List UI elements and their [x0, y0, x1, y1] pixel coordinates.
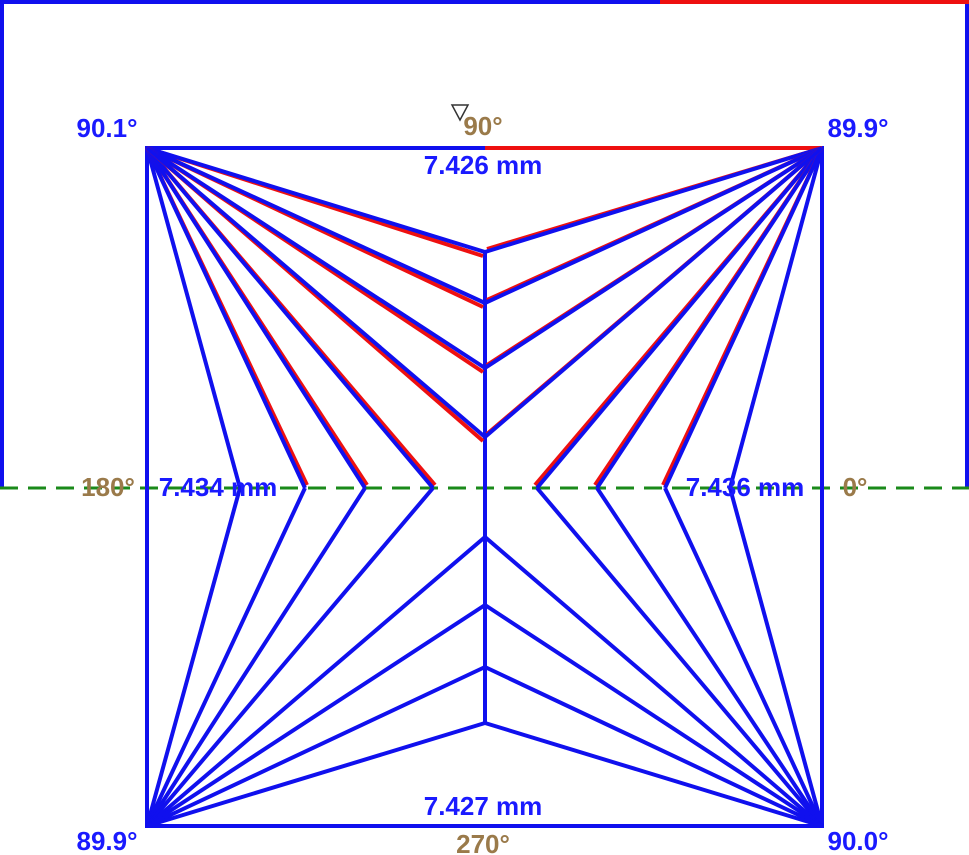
- facet-line: [595, 146, 824, 490]
- axis-angle: 90°: [463, 111, 502, 141]
- axis-angle: 270°: [456, 829, 510, 855]
- edge-length: 7.426 mm: [424, 150, 543, 180]
- facet-line: [145, 535, 487, 828]
- facet-line: [145, 146, 435, 490]
- corner-angle: 90.1°: [76, 113, 137, 143]
- facet-line: [484, 721, 823, 828]
- facet-line: [145, 487, 242, 827]
- facet-line: [145, 146, 487, 370]
- facet-line: [484, 146, 823, 254]
- facet-line: [483, 603, 824, 828]
- facet-line: [146, 721, 486, 828]
- facet-line: [146, 665, 486, 828]
- facet-line: [595, 486, 824, 828]
- facet-line: [146, 146, 486, 305]
- facet-line: [728, 487, 824, 827]
- facet-line: [484, 146, 823, 305]
- facet-lines: [145, 146, 824, 828]
- axis-angle: 180°: [81, 472, 135, 502]
- facet-line: [484, 665, 823, 828]
- facet-line: [145, 147, 242, 489]
- facet-line: [663, 147, 824, 489]
- facet-line: [728, 147, 824, 489]
- facet-line: [483, 146, 824, 370]
- edge-length: 7.427 mm: [424, 791, 543, 821]
- corner-angle: 89.9°: [827, 113, 888, 143]
- facet-line: [145, 603, 487, 828]
- facet-line: [535, 486, 824, 828]
- facet-line: [145, 486, 367, 828]
- corner-angle: 90.0°: [827, 826, 888, 855]
- facet-line: [535, 146, 824, 490]
- corner-angle: 89.9°: [76, 826, 137, 855]
- axis-angle: 0°: [843, 472, 868, 502]
- facet-line: [145, 486, 435, 828]
- facet-line: [145, 146, 487, 439]
- facet-line: [483, 146, 824, 439]
- edge-length: 7.434 mm: [159, 472, 278, 502]
- edge-length: 7.436 mm: [686, 472, 805, 502]
- facet-line: [145, 147, 307, 489]
- facet-line: [145, 487, 307, 827]
- facet-line: [146, 146, 486, 254]
- facet-line: [483, 535, 824, 828]
- facet-line: [663, 487, 824, 827]
- facet-line: [145, 146, 367, 490]
